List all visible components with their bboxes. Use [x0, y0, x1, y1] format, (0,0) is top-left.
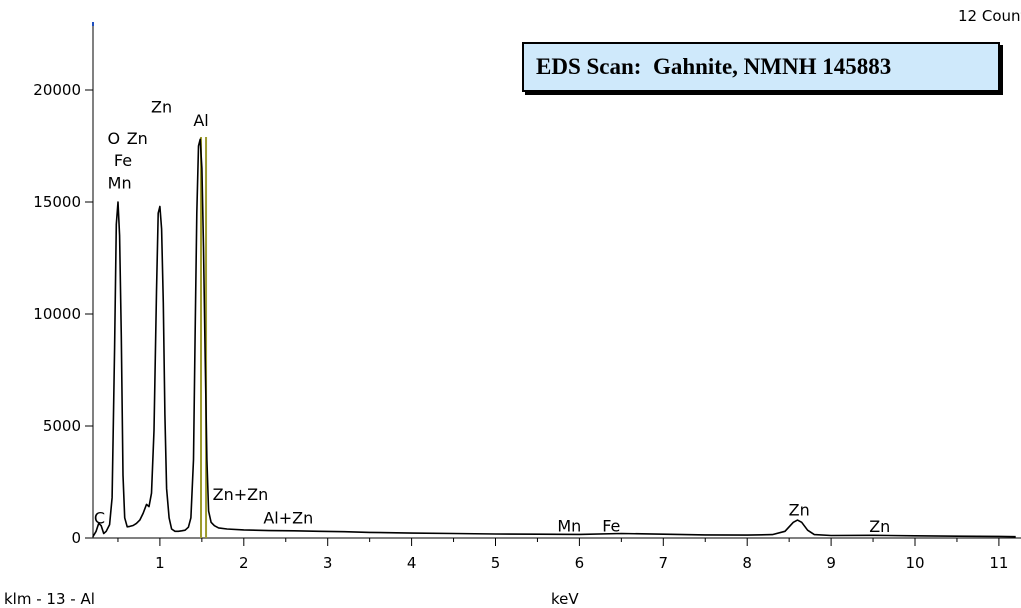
spectrum-label: klm - 13 - Al — [4, 590, 95, 608]
peak-label: C — [94, 508, 105, 527]
y-tick-label: 5000 — [43, 417, 81, 435]
y-tick-label: 15000 — [33, 193, 81, 211]
x-tick-label: 7 — [659, 554, 669, 572]
peak-label: Al — [193, 111, 208, 130]
peak-label: Mn — [557, 517, 581, 536]
y-tick-label: 10000 — [33, 305, 81, 323]
x-tick-label: 2 — [239, 554, 249, 572]
x-tick-label: 1 — [155, 554, 165, 572]
y-tick-label: 0 — [71, 529, 81, 547]
peak-label: Fe — [114, 151, 132, 170]
x-tick-label: 11 — [989, 554, 1008, 572]
peak-label: O — [107, 129, 120, 148]
x-tick-label: 6 — [575, 554, 585, 572]
spectrum-line — [92, 138, 1016, 538]
counts-label: 12 Counts — [958, 7, 1021, 25]
peak-label: Fe — [602, 516, 620, 535]
x-tick-label: 8 — [742, 554, 752, 572]
y-tick-label: 20000 — [33, 81, 81, 99]
peak-label: Zn — [127, 129, 148, 148]
spectrum-series — [92, 138, 1016, 538]
peak-label: Zn — [869, 517, 890, 536]
peak-label: Mn — [108, 174, 132, 193]
x-tick-label: 5 — [491, 554, 501, 572]
tick-marks: 0 5000 10000 15000 20000 1 2 3 4 5 6 7 8 9 10 11 — [33, 81, 1008, 572]
peak-label: Zn+Zn — [213, 485, 269, 504]
chart-title: EDS Scan: Gahnite, NMNH 145883 — [522, 42, 1000, 92]
x-tick-label: 3 — [323, 554, 333, 572]
peak-label: Zn — [789, 501, 810, 520]
peak-label: Zn — [151, 97, 172, 116]
x-tick-label: 4 — [407, 554, 417, 572]
x-tick-label: 10 — [905, 554, 924, 572]
x-tick-label: 9 — [826, 554, 836, 572]
x-axis-title: keV — [551, 590, 579, 608]
peak-label: Al+Zn — [263, 508, 313, 527]
element-markers — [200, 137, 208, 538]
axes — [92, 22, 1021, 539]
